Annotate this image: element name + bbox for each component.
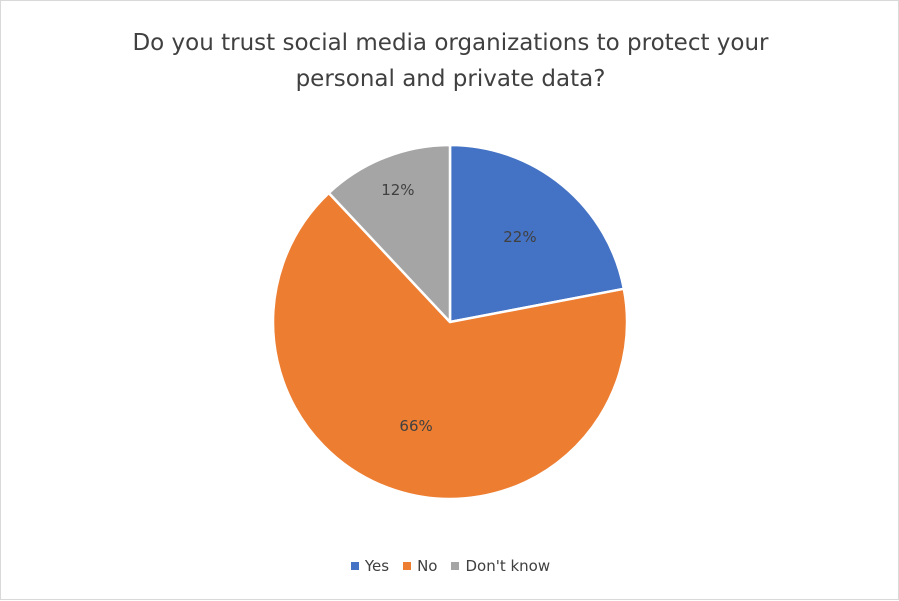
legend-item-yes[interactable]: Yes	[350, 557, 390, 575]
legend-label-yes: Yes	[364, 557, 390, 575]
data-label-dont-know: 12%	[381, 181, 414, 199]
legend-item-no[interactable]: No	[403, 557, 437, 575]
data-label-yes: 22%	[503, 228, 536, 246]
legend-swatch-yes	[350, 562, 359, 570]
chart-title: Do you trust social media organizations …	[1, 25, 899, 97]
slice-dont-know[interactable]	[327, 143, 452, 324]
legend-label-dont-know: Don't know	[465, 557, 551, 575]
legend-swatch-no	[403, 562, 412, 570]
chart-title-line-1: Do you trust social media organizations …	[132, 30, 769, 56]
data-label-no: 66%	[399, 417, 432, 435]
slice-no[interactable]	[271, 191, 629, 501]
legend: Yes No Don't know	[1, 557, 899, 575]
slice-yes[interactable]	[448, 143, 626, 324]
legend-item-dont-know[interactable]: Don't know	[451, 557, 550, 575]
chart-title-line-2: personal and private data?	[295, 66, 606, 92]
legend-swatch-dont-know	[451, 562, 460, 570]
legend-label-no: No	[417, 557, 438, 575]
